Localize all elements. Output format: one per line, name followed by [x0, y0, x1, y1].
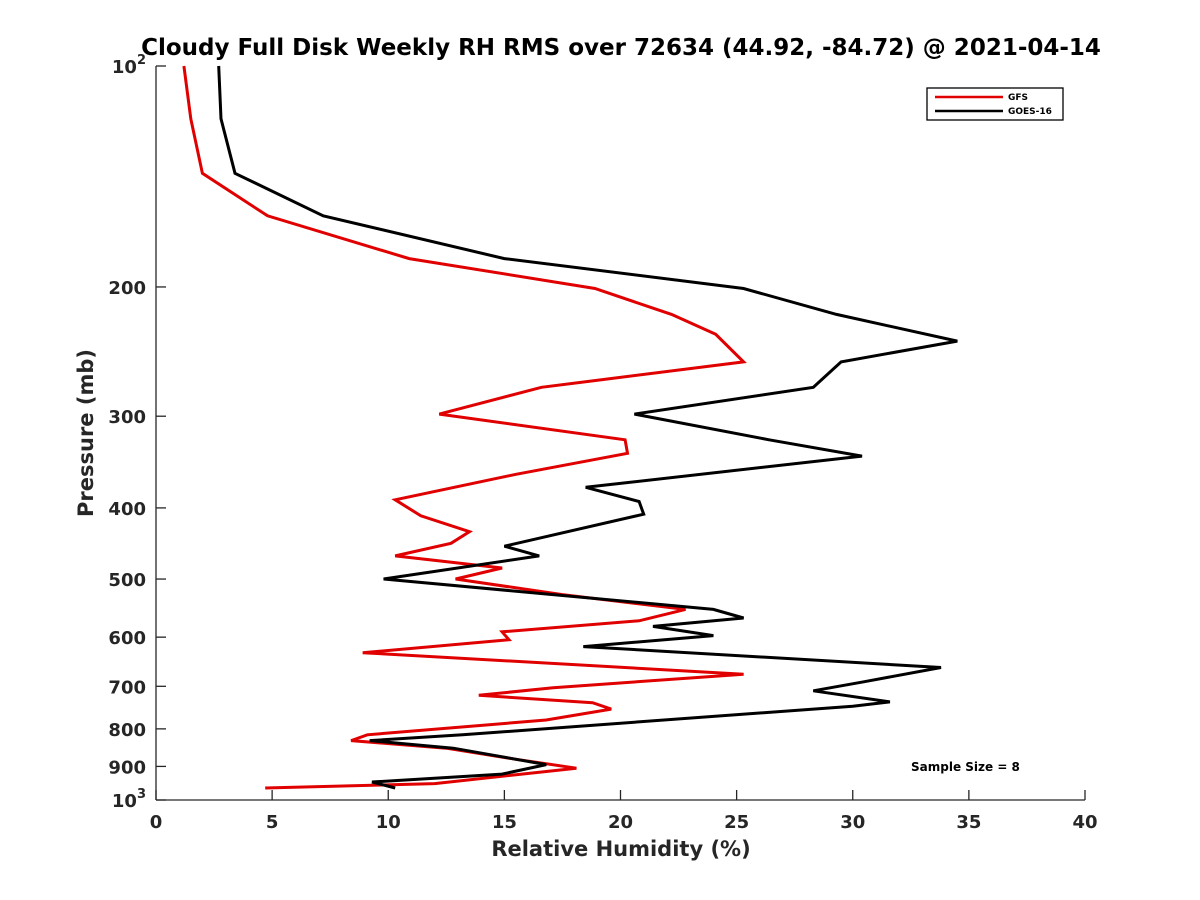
y-tick-label: 700 [108, 677, 146, 698]
x-axis-label: Relative Humidity (%) [491, 837, 750, 861]
y-tick-label: 900 [108, 757, 146, 778]
axes: 0 5 10 15 20 25 30 35 40 102 200 300 400 500 600 700 800… [108, 53, 1097, 833]
y-tick-label: 200 [108, 278, 146, 299]
x-tick-label: 40 [1072, 812, 1097, 833]
y-tick-label: 300 [108, 407, 146, 428]
legend-label: GOES-16 [1008, 107, 1052, 117]
series-line-gfs [182, 65, 747, 790]
sample-size-annotation: Sample Size = 8 [911, 760, 1020, 774]
chart-title: Cloudy Full Disk Weekly RH RMS over 7263… [141, 35, 1101, 61]
y-tick-label: 103 [112, 787, 146, 812]
series-line-goes-16 [217, 65, 958, 790]
y-tick-label: 500 [108, 570, 146, 591]
y-tick-label: 800 [108, 720, 146, 741]
x-tick-label: 20 [608, 812, 633, 833]
x-tick-label: 0 [150, 812, 163, 833]
x-tick-label: 5 [266, 812, 279, 833]
x-tick-label: 35 [956, 812, 981, 833]
legend-box [926, 87, 1064, 121]
x-tick-label: 15 [492, 812, 517, 833]
y-tick-label: 400 [108, 499, 146, 520]
x-tick-label: 25 [724, 812, 749, 833]
series-layer [182, 65, 958, 790]
legend: GFS GOES-16 [926, 87, 1064, 121]
legend-label: GFS [1008, 93, 1028, 103]
x-tick-label: 10 [376, 812, 401, 833]
y-tick-label: 600 [108, 628, 146, 649]
y-tick-label: 102 [112, 53, 146, 78]
x-tick-label: 30 [840, 812, 865, 833]
y-axis-label: Pressure (mb) [74, 349, 98, 517]
